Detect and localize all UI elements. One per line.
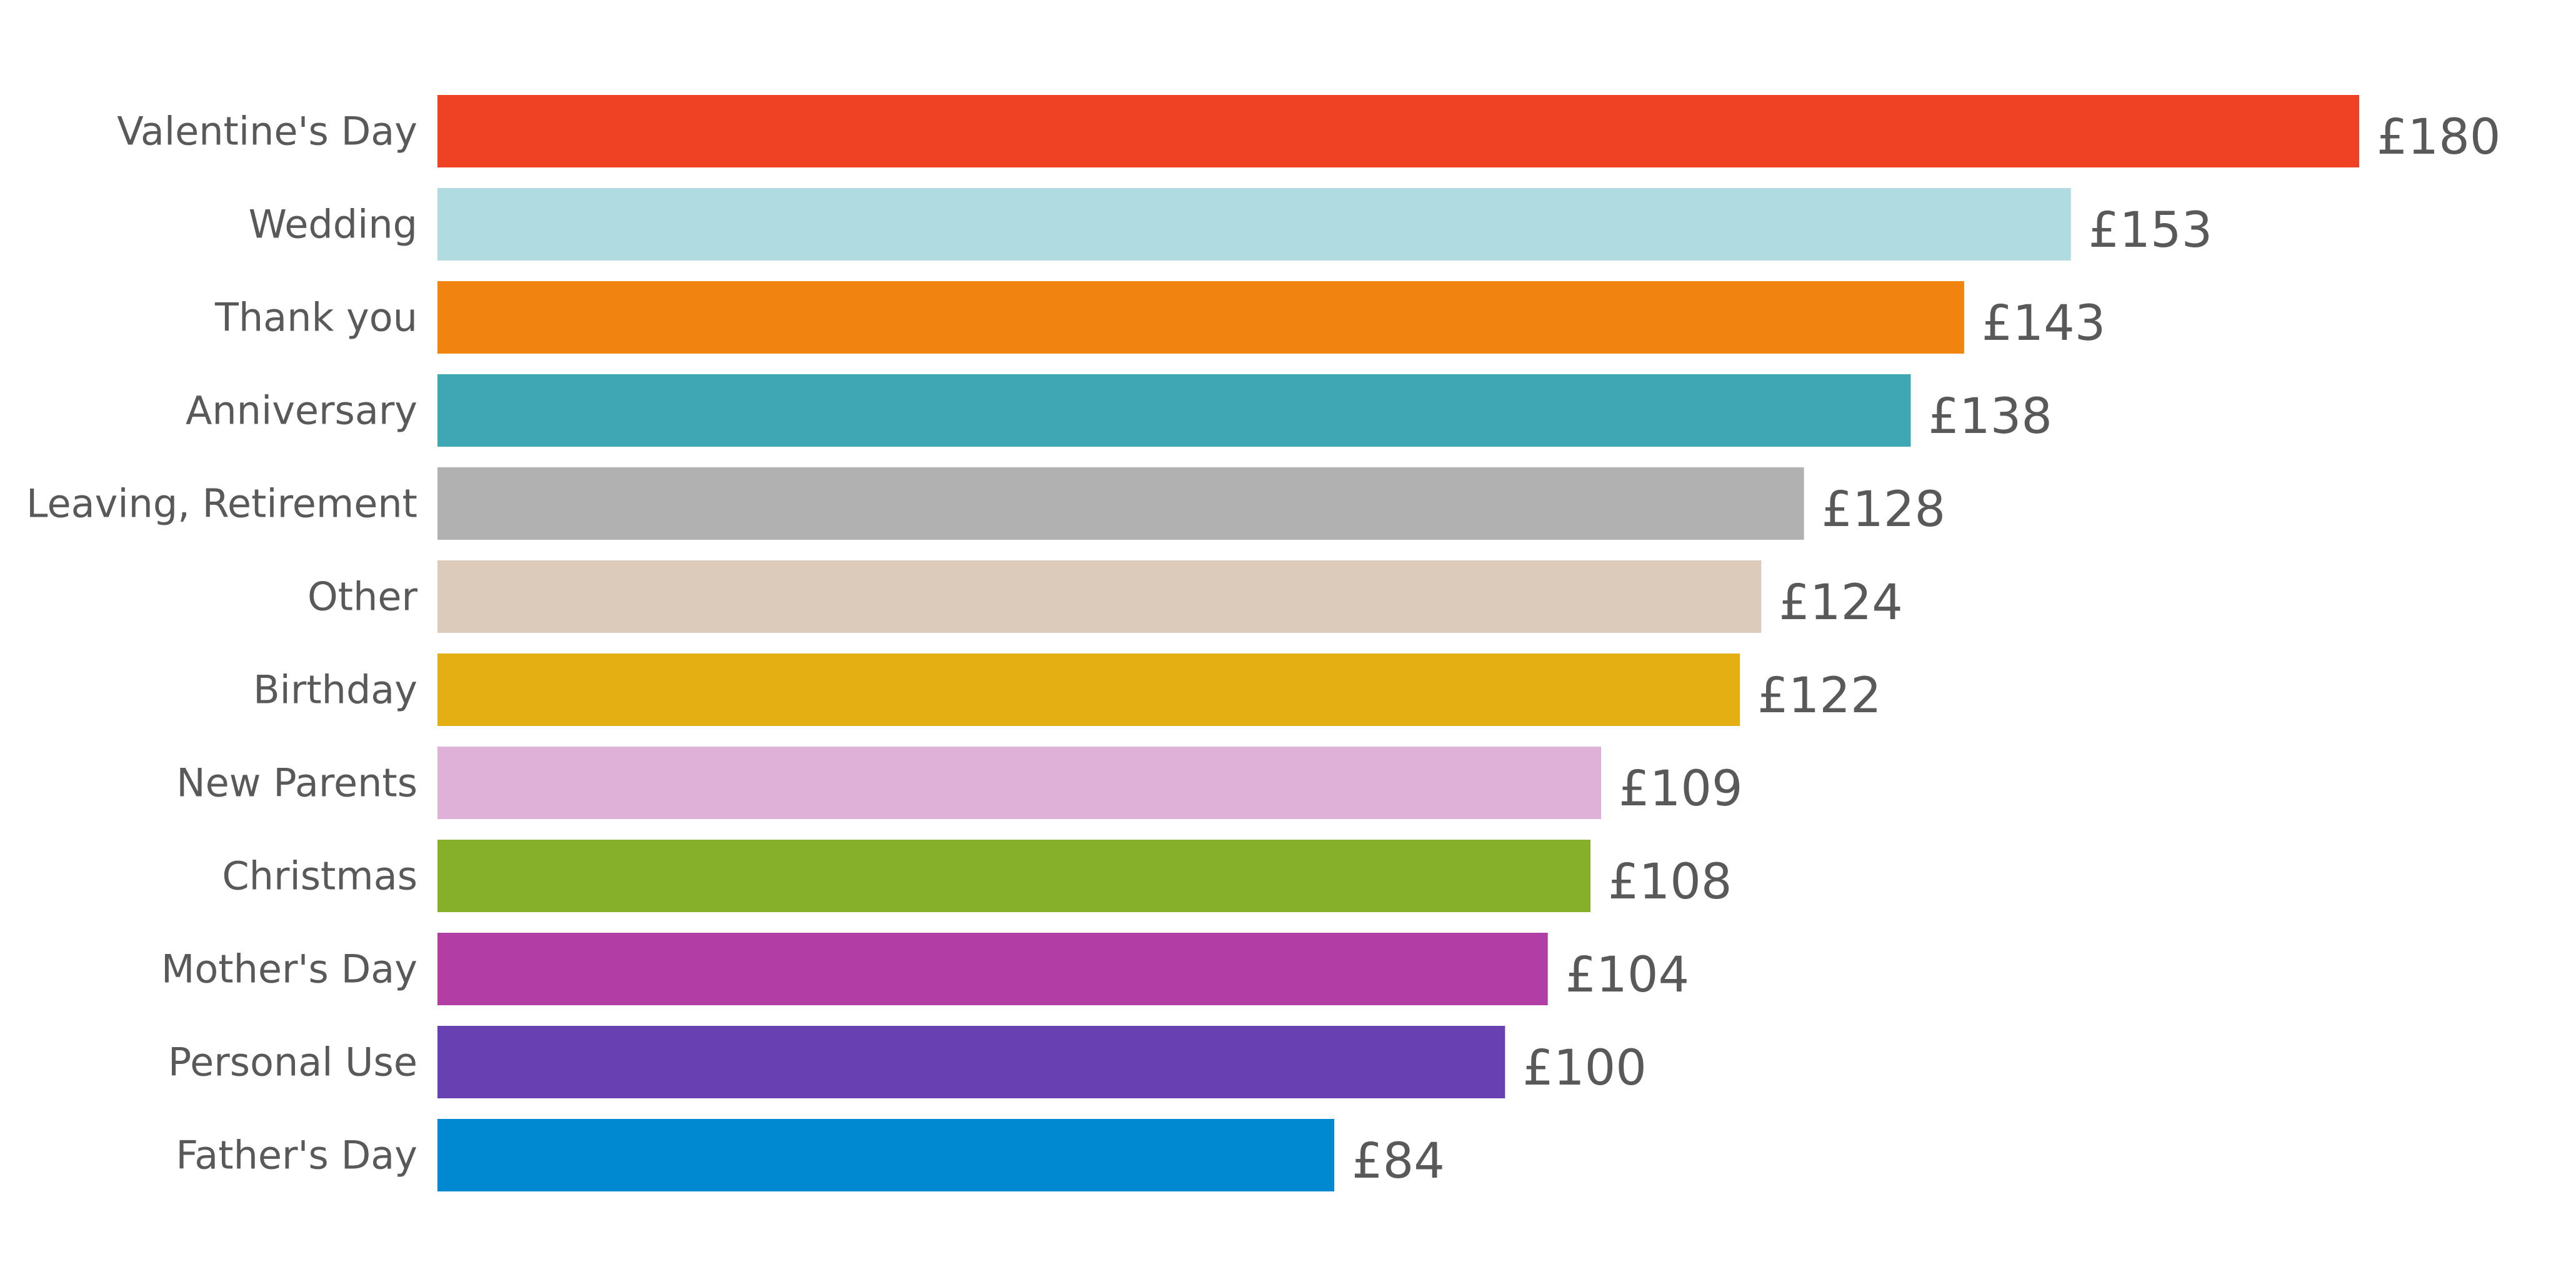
bar-father-s-day bbox=[437, 1119, 1334, 1191]
bar-leaving-retirement bbox=[437, 467, 1804, 540]
category-label-father-s-day: Father's Day bbox=[176, 1133, 417, 1178]
category-labels: Valentine's Day Wedding Thank you Anniversa… bbox=[26, 109, 417, 1178]
bar-new-parents bbox=[437, 747, 1602, 819]
value-label-anniversary: £138 bbox=[1929, 389, 2053, 445]
category-label-birthday: Birthday bbox=[253, 667, 417, 713]
category-label-personal-use: Personal Use bbox=[168, 1040, 417, 1085]
category-label-thank-you: Thank you bbox=[214, 295, 417, 340]
category-label-christmas: Christmas bbox=[222, 853, 417, 899]
value-label-mother-s-day: £104 bbox=[1565, 947, 1690, 1003]
value-label-wedding: £153 bbox=[2089, 202, 2213, 259]
bar-other bbox=[437, 560, 1762, 633]
bars-group bbox=[437, 95, 2359, 1191]
category-label-valentine-s-day: Valentine's Day bbox=[117, 109, 417, 154]
category-label-anniversary: Anniversary bbox=[186, 388, 417, 434]
bar-personal-use bbox=[437, 1026, 1505, 1098]
value-labels: £180 £153 £143 £138 £128 £124 £122£109 £108 £104… bbox=[1352, 109, 2501, 1190]
bar-mother-s-day bbox=[437, 933, 1548, 1005]
category-label-mother-s-day: Mother's Day bbox=[161, 947, 417, 992]
value-label-father-s-day: £84 bbox=[1352, 1133, 1445, 1190]
value-label-personal-use: £100 bbox=[1522, 1040, 1647, 1096]
value-label-other: £124 bbox=[1779, 575, 1903, 631]
bar-anniversary bbox=[437, 374, 1911, 447]
value-label-new-parents: £109 bbox=[1619, 761, 1743, 817]
bar-birthday bbox=[437, 653, 1740, 726]
value-label-birthday: £122 bbox=[1757, 668, 1882, 724]
bar-christmas bbox=[437, 840, 1590, 912]
category-label-other: Other bbox=[307, 574, 418, 620]
value-label-valentine-s-day: £180 bbox=[2377, 109, 2501, 166]
bar-valentine-s-day bbox=[437, 95, 2359, 167]
category-label-wedding: Wedding bbox=[249, 202, 417, 247]
category-label-new-parents: New Parents bbox=[176, 760, 417, 806]
bar-thank-you bbox=[437, 281, 1964, 354]
category-label-leaving-retirement: Leaving, Retirement bbox=[26, 481, 417, 527]
bar-wedding bbox=[437, 188, 2071, 261]
value-label-thank-you: £143 bbox=[1982, 296, 2106, 352]
value-label-leaving-retirement: £128 bbox=[1822, 482, 1946, 538]
value-label-christmas: £108 bbox=[1608, 854, 1732, 910]
